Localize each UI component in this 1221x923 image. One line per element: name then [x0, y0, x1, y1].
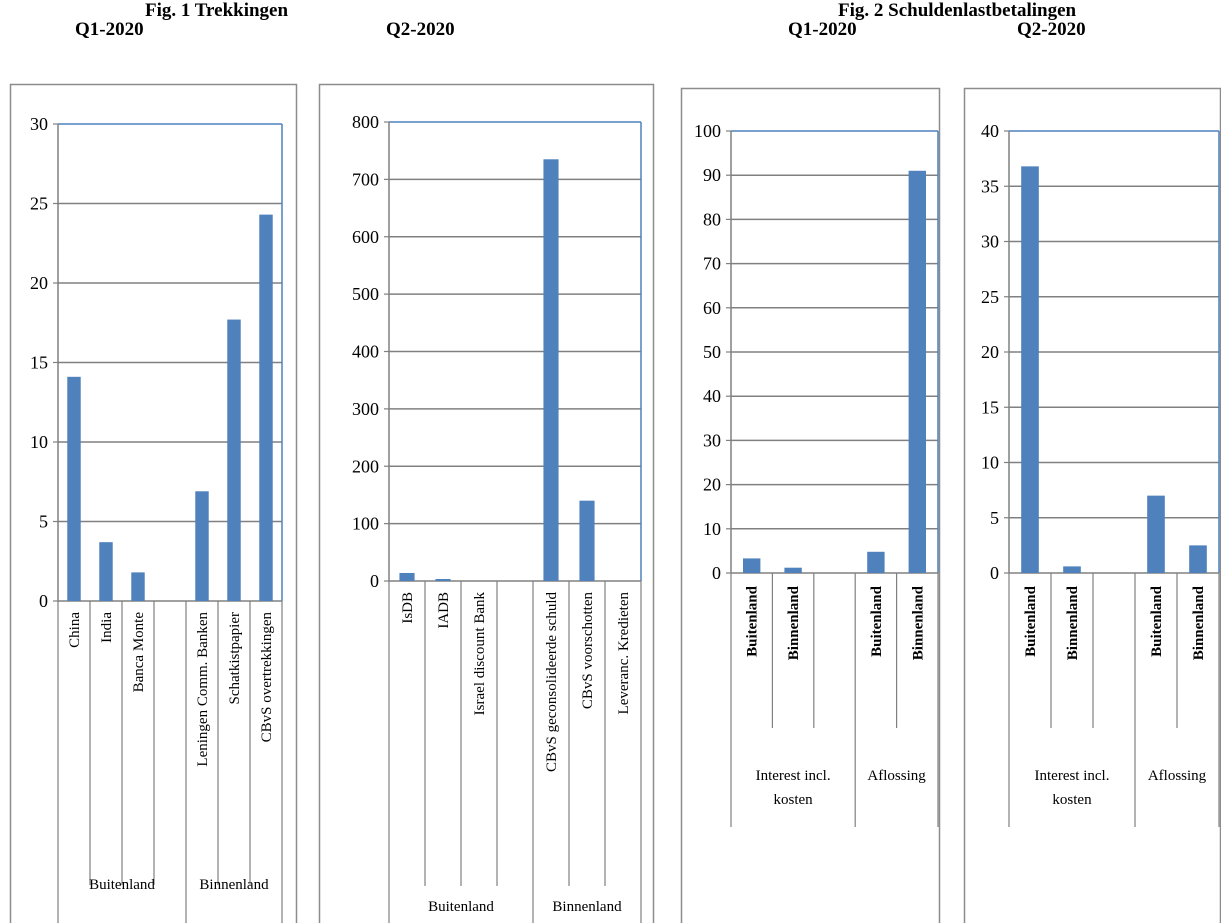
bar	[99, 542, 113, 601]
y-tick-label: 200	[352, 456, 379, 476]
chart-frame	[963, 87, 1221, 923]
group-label: Binnenland	[199, 877, 269, 893]
y-tick-label: 70	[703, 254, 721, 274]
category-label: IsDB	[400, 592, 416, 624]
bar	[131, 572, 145, 601]
y-tick-label: 50	[703, 342, 721, 362]
fig2-title: Fig. 2 Schuldenlastbetalingen	[838, 0, 1077, 21]
y-tick-label: 40	[981, 121, 999, 141]
bar	[743, 558, 761, 573]
category-label: Israel discount Bank	[472, 592, 488, 716]
category-label: Schatkistpapier	[227, 612, 243, 704]
y-tick-label: 25	[30, 194, 48, 214]
category-label: CBvS overtrekkingen	[259, 612, 275, 743]
fig1-q1-title: Q1-2020	[75, 19, 144, 40]
y-tick-label: 500	[352, 284, 379, 304]
group-label: Buitenland	[428, 899, 494, 915]
y-tick-label: 15	[30, 353, 48, 373]
y-tick-label: 800	[352, 112, 379, 132]
fig2-q1-title: Q1-2020	[788, 19, 857, 40]
y-tick-label: 25	[981, 287, 999, 307]
y-tick-label: 90	[703, 165, 721, 185]
bar	[227, 319, 241, 601]
chart-frame	[9, 83, 298, 923]
fig1-q2-title: Q2-2020	[386, 19, 455, 40]
y-tick-label: 0	[990, 563, 999, 583]
category-label: Binnenland	[910, 585, 926, 660]
y-tick-label: 100	[694, 121, 721, 141]
group-label: Buitenland	[89, 877, 155, 893]
category-label: CBvS voorschotten	[580, 592, 596, 710]
y-tick-label: 60	[703, 298, 721, 318]
group-label: kosten	[1052, 792, 1092, 808]
y-tick-label: 30	[703, 430, 721, 450]
y-tick-label: 0	[370, 571, 379, 591]
chart-fig2-q2: 0 5 10 15 20 25 30 35 40 Buitenland Binnenland Buit…	[963, 87, 1221, 923]
category-label: Binnenland	[786, 585, 802, 660]
category-label: Leningen Comm. Banken	[195, 612, 211, 767]
bar	[579, 500, 595, 581]
bar	[1063, 566, 1081, 573]
group-label: Binnenland	[552, 899, 622, 915]
bar	[399, 572, 415, 581]
y-tick-label: 0	[712, 563, 721, 583]
y-tick-label: 30	[30, 114, 48, 134]
bar	[67, 376, 81, 601]
bar	[908, 170, 926, 573]
category-label: Buitenland	[1023, 585, 1039, 657]
fig1-title: Fig. 1 Trekkingen	[145, 0, 289, 21]
chart-fig1-q2: 0 100 200 300 400 500 600 700 800 IsDB IADB Israel …	[318, 83, 655, 923]
category-label: Binnenland	[1191, 585, 1207, 660]
group-label: Interest incl.	[756, 768, 831, 784]
y-tick-label: 20	[30, 273, 48, 293]
y-tick-label: 10	[981, 453, 999, 473]
bar	[867, 551, 885, 573]
category-label: CBvS geconsolideerde schuld	[544, 592, 560, 772]
chart-fig1-q1: 0 5 10 15 20 25 30 China India Banca Monte Leninge…	[9, 83, 298, 923]
chart-fig2-q1: 0 10 20 30 40 50 60 70 80 90 100 Buitenland Binnenla…	[680, 87, 941, 923]
chart-frame	[318, 83, 655, 923]
group-label: Aflossing	[867, 768, 926, 784]
y-tick-label: 10	[703, 519, 721, 539]
chart-frame	[680, 87, 941, 923]
fig2-q2-title: Q2-2020	[1017, 19, 1086, 40]
bar	[195, 491, 209, 601]
category-label: Buitenland	[1149, 585, 1165, 657]
bar	[1189, 545, 1207, 573]
group-label: Interest incl.	[1035, 768, 1110, 784]
bar	[784, 567, 802, 573]
y-tick-label: 15	[981, 397, 999, 417]
y-tick-label: 10	[30, 432, 48, 452]
y-tick-label: 5	[990, 508, 999, 528]
y-tick-label: 5	[39, 512, 48, 532]
bar	[259, 214, 273, 601]
category-label: India	[99, 612, 115, 643]
category-label: Binnenland	[1065, 585, 1081, 660]
y-tick-label: 80	[703, 209, 721, 229]
y-tick-label: 600	[352, 227, 379, 247]
y-tick-label: 20	[703, 475, 721, 495]
y-tick-label: 300	[352, 399, 379, 419]
y-tick-label: 40	[703, 386, 721, 406]
category-label: Banca Monte	[131, 612, 147, 693]
y-tick-label: 35	[981, 176, 999, 196]
y-tick-label: 0	[39, 591, 48, 611]
bar	[435, 579, 451, 581]
category-label: IADB	[436, 592, 452, 629]
category-label: Buitenland	[869, 585, 885, 657]
category-label: Leveranc. Kredieten	[616, 592, 632, 715]
bar	[543, 159, 559, 581]
y-tick-label: 400	[352, 342, 379, 362]
y-tick-label: 100	[352, 514, 379, 534]
category-label: China	[67, 612, 83, 648]
y-tick-label: 30	[981, 232, 999, 252]
category-label: Buitenland	[745, 585, 761, 657]
y-tick-label: 700	[352, 169, 379, 189]
group-label: kosten	[774, 792, 814, 808]
group-label: Aflossing	[1148, 768, 1207, 784]
y-tick-label: 20	[981, 342, 999, 362]
bar	[1021, 166, 1039, 574]
bar	[1147, 495, 1165, 573]
